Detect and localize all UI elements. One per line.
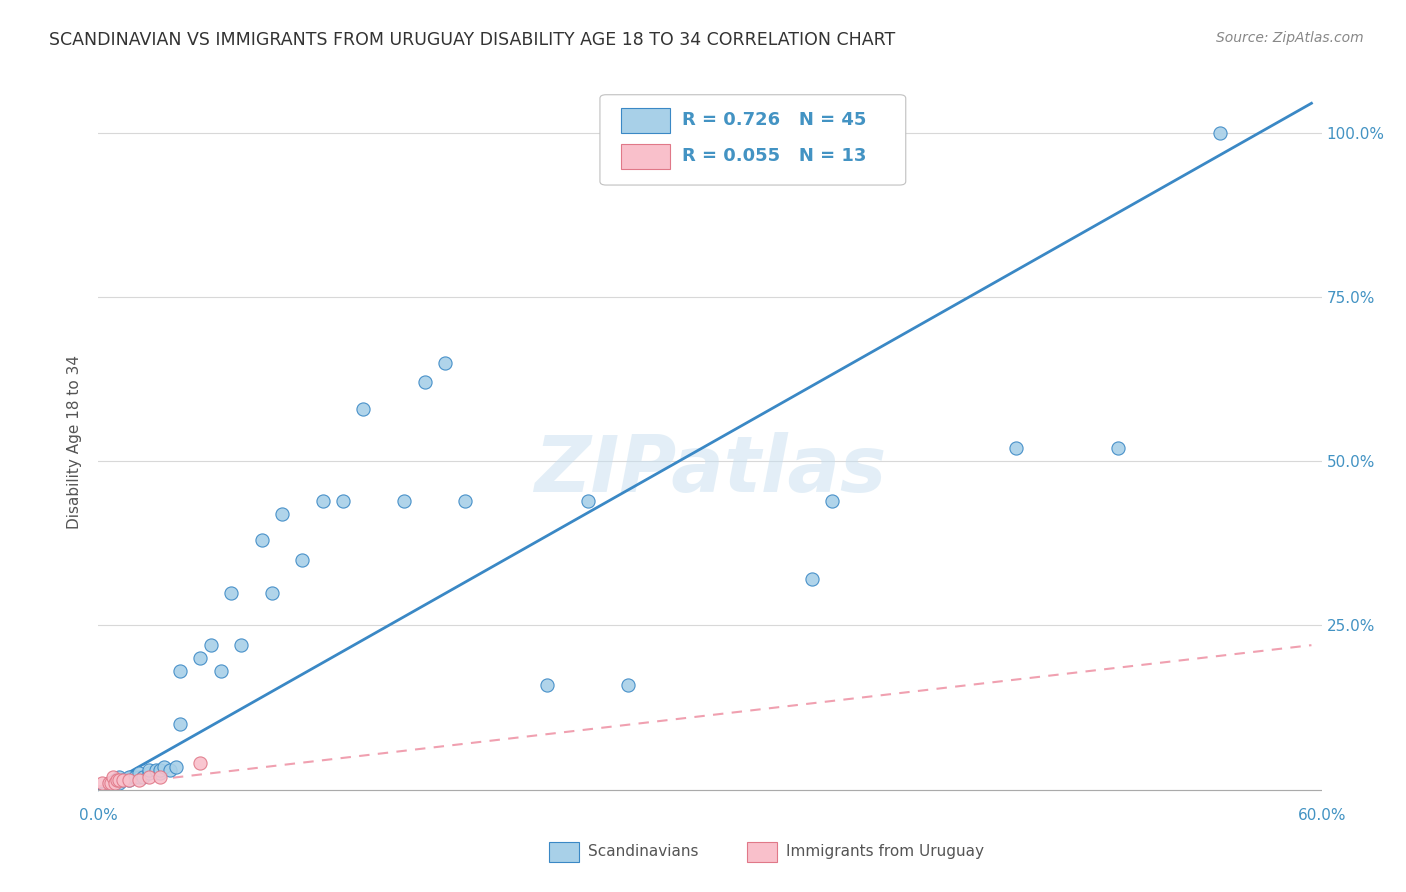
Point bbox=[291, 553, 314, 567]
Point bbox=[101, 770, 124, 784]
Point bbox=[312, 493, 335, 508]
Point bbox=[801, 573, 824, 587]
FancyBboxPatch shape bbox=[600, 95, 905, 185]
Point bbox=[260, 585, 283, 599]
Point bbox=[100, 776, 122, 790]
Point bbox=[617, 677, 640, 691]
Point bbox=[352, 401, 374, 416]
Point bbox=[108, 770, 131, 784]
Point bbox=[128, 772, 150, 787]
Point bbox=[159, 763, 181, 777]
Point bbox=[104, 772, 127, 787]
Point bbox=[188, 756, 212, 771]
Point bbox=[219, 585, 242, 599]
Text: R = 0.726   N = 45: R = 0.726 N = 45 bbox=[682, 111, 866, 129]
Point bbox=[108, 772, 131, 787]
Point bbox=[1209, 126, 1232, 140]
Point bbox=[91, 776, 114, 790]
Point bbox=[169, 665, 191, 679]
Point bbox=[138, 763, 160, 777]
Point bbox=[536, 677, 558, 691]
Point bbox=[209, 665, 232, 679]
Point bbox=[152, 760, 174, 774]
Point bbox=[169, 717, 191, 731]
Text: Immigrants from Uruguay: Immigrants from Uruguay bbox=[786, 845, 984, 859]
Point bbox=[200, 638, 222, 652]
Point bbox=[392, 493, 416, 508]
Point bbox=[413, 376, 436, 390]
Point bbox=[104, 776, 127, 790]
Point bbox=[149, 766, 172, 780]
Point bbox=[97, 776, 120, 790]
Point bbox=[97, 776, 120, 790]
Point bbox=[821, 493, 844, 508]
Point bbox=[231, 638, 253, 652]
Point bbox=[105, 772, 128, 787]
Point bbox=[332, 493, 354, 508]
Point bbox=[250, 533, 273, 547]
Point bbox=[149, 770, 172, 784]
FancyBboxPatch shape bbox=[620, 144, 669, 169]
Point bbox=[118, 772, 141, 787]
Text: Source: ZipAtlas.com: Source: ZipAtlas.com bbox=[1216, 31, 1364, 45]
Point bbox=[128, 770, 150, 784]
Point bbox=[576, 493, 599, 508]
Point bbox=[145, 763, 167, 777]
Point bbox=[270, 507, 294, 521]
Point bbox=[454, 493, 477, 508]
Point bbox=[138, 770, 160, 784]
Text: Scandinavians: Scandinavians bbox=[588, 845, 699, 859]
Text: SCANDINAVIAN VS IMMIGRANTS FROM URUGUAY DISABILITY AGE 18 TO 34 CORRELATION CHAR: SCANDINAVIAN VS IMMIGRANTS FROM URUGUAY … bbox=[49, 31, 896, 49]
Y-axis label: Disability Age 18 to 34: Disability Age 18 to 34 bbox=[67, 354, 83, 529]
Point bbox=[118, 770, 141, 784]
Point bbox=[108, 776, 131, 790]
Point bbox=[132, 770, 155, 784]
Point bbox=[188, 651, 212, 665]
Point bbox=[138, 766, 160, 780]
Point bbox=[149, 763, 172, 777]
Text: R = 0.055   N = 13: R = 0.055 N = 13 bbox=[682, 147, 866, 165]
Point bbox=[165, 760, 187, 774]
Point bbox=[111, 772, 134, 787]
Point bbox=[128, 766, 150, 780]
Point bbox=[1107, 441, 1129, 455]
Point bbox=[1004, 441, 1026, 455]
Point bbox=[118, 772, 141, 787]
Point bbox=[434, 356, 457, 370]
Text: ZIPatlas: ZIPatlas bbox=[534, 433, 886, 508]
FancyBboxPatch shape bbox=[620, 108, 669, 133]
Point bbox=[111, 772, 134, 787]
FancyBboxPatch shape bbox=[747, 842, 778, 862]
FancyBboxPatch shape bbox=[548, 842, 579, 862]
Point bbox=[124, 770, 146, 784]
